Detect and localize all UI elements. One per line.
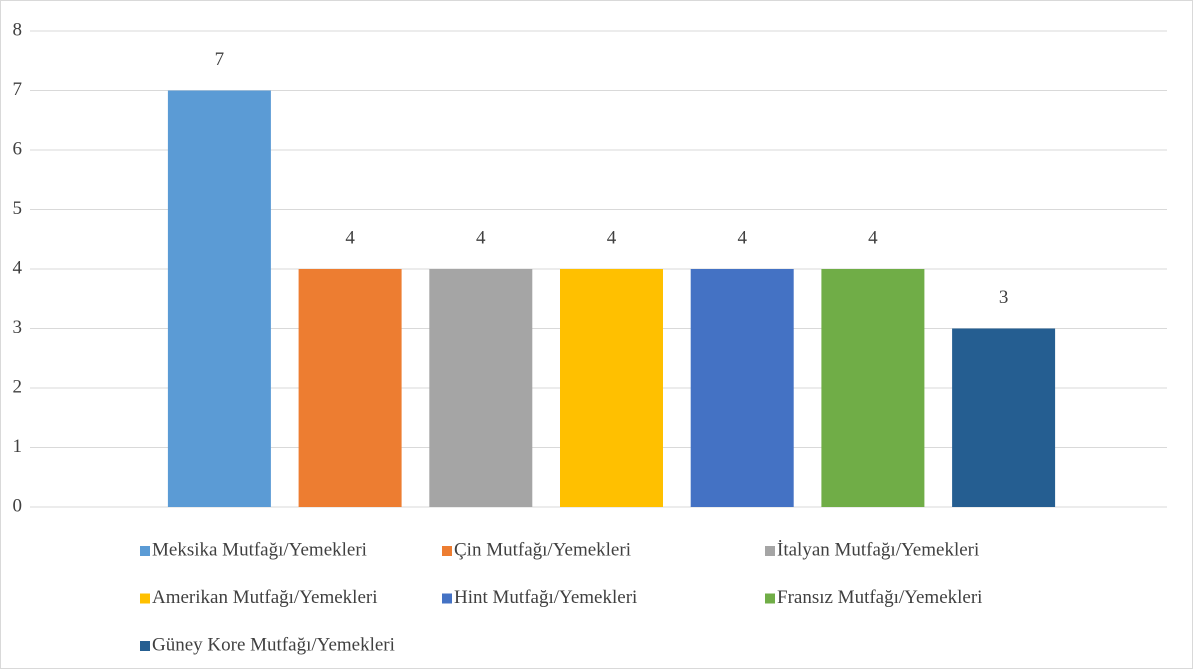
data-label: 3 <box>999 287 1009 308</box>
data-label: 4 <box>607 227 617 248</box>
bar <box>560 269 663 507</box>
bar <box>167 90 271 507</box>
legend-swatch <box>140 546 150 556</box>
y-tick-label: 5 <box>13 198 23 219</box>
legend-label: Fransız Mutfağı/Yemekleri <box>777 587 982 608</box>
data-label: 4 <box>868 227 878 248</box>
y-tick-label: 7 <box>13 79 23 100</box>
legend-label: Güney Kore Mutfağı/Yemekleri <box>152 634 395 655</box>
bar <box>429 269 533 507</box>
bar <box>952 328 1056 507</box>
y-tick-label: 4 <box>13 257 23 278</box>
legend-label: İtalyan Mutfağı/Yemekleri <box>777 539 979 560</box>
data-label: 7 <box>215 49 225 70</box>
y-tick-label: 8 <box>13 19 23 40</box>
legend-swatch <box>442 593 452 604</box>
y-tick-label: 1 <box>13 436 23 457</box>
bar <box>298 269 402 507</box>
legend-swatch <box>140 641 150 651</box>
legend-label: Meksika Mutfağı/Yemekleri <box>152 539 367 560</box>
y-tick-label: 0 <box>13 495 23 516</box>
data-label: 4 <box>737 227 747 248</box>
legend-label: Çin Mutfağı/Yemekleri <box>454 539 631 560</box>
data-label: 4 <box>345 227 355 248</box>
y-tick-label: 3 <box>13 317 23 338</box>
legend-label: Amerikan Mutfağı/Yemekleri <box>152 587 378 608</box>
data-label: 4 <box>476 227 486 248</box>
y-tick-label: 6 <box>13 138 23 159</box>
bar <box>821 269 925 507</box>
legend-swatch <box>140 593 150 604</box>
bar <box>690 269 794 507</box>
legend-swatch <box>765 546 775 556</box>
legend-swatch <box>442 546 452 556</box>
legend-swatch <box>765 593 775 604</box>
y-tick-label: 2 <box>13 376 23 397</box>
legend-label: Hint Mutfağı/Yemekleri <box>454 587 637 608</box>
